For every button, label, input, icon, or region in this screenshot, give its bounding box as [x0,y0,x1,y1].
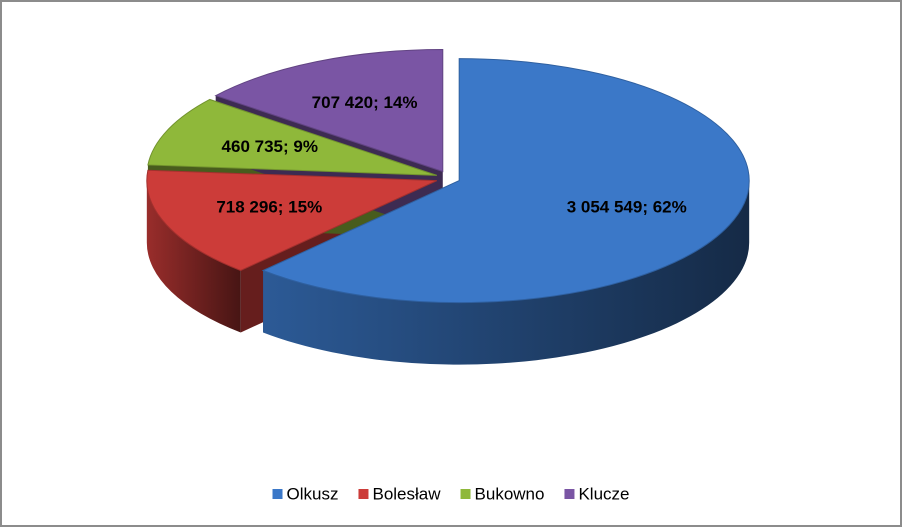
legend-label: Bukowno [475,484,545,503]
legend-item: Olkusz [272,484,339,503]
pie-slice [146,169,438,272]
legend-swatch [460,489,471,499]
pie-slice [214,49,444,173]
pie-slice [147,98,438,176]
legend-item: Klucze [564,484,629,503]
pie-slice [261,58,750,304]
legend-swatch [358,489,369,499]
legend-item: Bolesław [358,484,441,503]
data-label: 707 420; 14% [312,93,418,112]
legend-swatch [272,489,283,499]
labels: 3 054 549; 62% 718 296; 15% 460 735; 9% 707… [216,93,686,217]
legend-item: Bukowno [460,484,545,503]
legend-label: Bolesław [372,484,441,503]
legend: Olkusz Bolesław Bukowno Klucze [272,484,629,503]
legend-swatch [564,489,575,499]
slice-side [146,180,241,333]
data-label: 460 735; 9% [222,137,318,156]
data-label: 718 296; 15% [216,198,322,217]
data-label: 3 054 549; 62% [567,198,687,217]
legend-label: Olkusz [287,484,339,503]
legend-label: Klucze [578,484,629,503]
slice-side [263,180,750,365]
tops [146,49,750,304]
